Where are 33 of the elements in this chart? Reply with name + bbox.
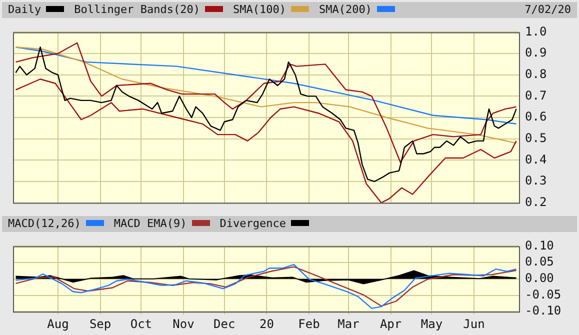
- x-tick-label: Jun: [463, 316, 485, 331]
- y-tick-label: 0.05: [525, 254, 554, 269]
- y-tick-label: -0.10: [525, 304, 562, 318]
- y-tick-label: 0.4: [525, 152, 547, 166]
- y-tick-label: 0.7: [525, 88, 547, 102]
- y-tick-label: 0.10: [525, 238, 554, 252]
- legend-label: SMA(100): [232, 3, 286, 16]
- x-tick-label: Nov: [172, 316, 194, 331]
- y-tick-label: 0.6: [525, 110, 547, 124]
- legend-label: Divergence: [220, 217, 286, 230]
- text: 7/02/20: [524, 2, 571, 18]
- legend-label: Bollinger Bands(20): [74, 3, 200, 16]
- x-tick-label: Mar: [338, 316, 360, 331]
- legend-label: SMA(200): [318, 3, 372, 16]
- legend-label: MACD EMA(9): [114, 217, 187, 230]
- x-tick-label: Feb: [298, 316, 320, 331]
- y-tick-label: 0.00: [525, 271, 554, 286]
- x-tick-label: Dec: [214, 316, 236, 331]
- y-tick-label: 0.9: [525, 46, 547, 60]
- x-tick-label: Apr: [380, 316, 402, 331]
- y-tick-label: 0.2: [525, 194, 547, 209]
- y-tick-label: 0.8: [525, 66, 547, 81]
- y-tick-label: -0.05: [525, 287, 562, 302]
- x-tick-label: May: [420, 316, 443, 331]
- legend-label: MACD(12,26): [8, 217, 81, 230]
- x-tick-label: 20: [259, 316, 274, 331]
- y-tick-label: 0.5: [525, 130, 547, 145]
- y-tick-label: 1.0: [525, 24, 547, 38]
- y-tick-label: 0.3: [525, 174, 547, 188]
- legend-label: Daily: [8, 3, 42, 16]
- x-tick-label: Sep: [89, 316, 112, 331]
- x-tick-label: Oct: [130, 316, 152, 331]
- x-tick-label: Aug: [47, 316, 69, 331]
